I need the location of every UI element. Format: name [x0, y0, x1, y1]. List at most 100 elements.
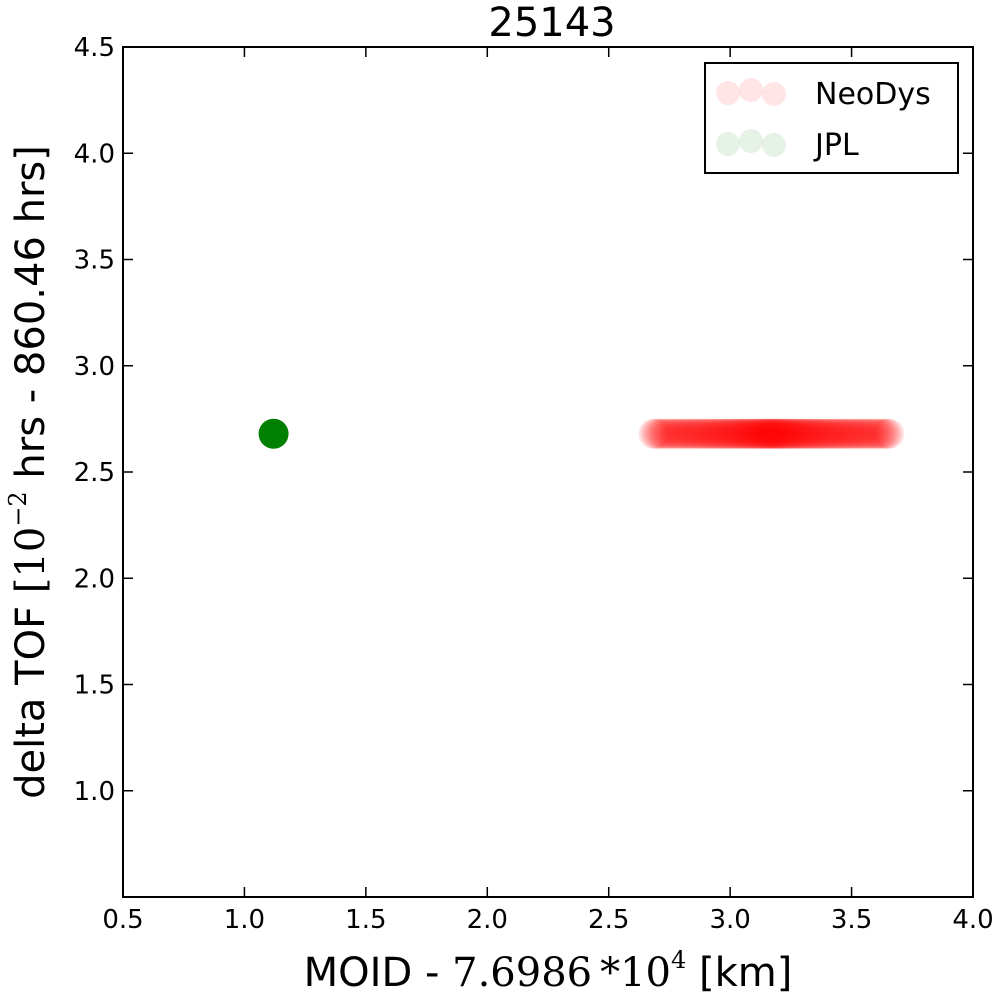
neodys-point — [776, 418, 807, 449]
x-tick-label: 4.0 — [952, 905, 993, 935]
neodys-point — [787, 418, 818, 449]
neodys-point — [770, 418, 801, 449]
y-tick-label: 3.0 — [74, 352, 115, 382]
neodys-point — [827, 418, 858, 449]
neodys-point — [723, 418, 754, 449]
neodys-point — [837, 418, 868, 449]
neodys-point — [741, 418, 772, 449]
y-tick-label: 2.0 — [74, 564, 115, 594]
neodys-point — [846, 418, 877, 449]
neodys-point — [797, 418, 828, 449]
legend-frame — [704, 62, 959, 174]
neodys-point — [756, 418, 787, 449]
x-tick-label: 2.5 — [588, 905, 629, 935]
neodys-point — [744, 418, 775, 449]
x-axis-ticks: 0.5 1.0 1.5 2.0 2.5 3.0 3.5 4.0 — [102, 47, 994, 935]
neodys-point — [738, 418, 769, 449]
y-tick-label: 4.0 — [74, 139, 115, 169]
neodys-point — [746, 418, 777, 449]
neodys-point — [772, 418, 803, 449]
neodys-point — [716, 418, 747, 449]
neodys-point — [673, 418, 704, 449]
neodys-point — [841, 418, 872, 449]
neodys-point — [735, 418, 766, 449]
neodys-point — [676, 418, 707, 449]
neodys-point — [697, 418, 728, 449]
neodys-point — [843, 418, 874, 449]
neodys-point — [740, 418, 771, 449]
neodys-point — [850, 418, 881, 449]
neodys-point — [638, 418, 669, 449]
neodys-point — [646, 418, 677, 449]
legend-jpl-marker — [716, 129, 786, 157]
neodys-point — [828, 418, 859, 449]
neodys-point — [798, 418, 829, 449]
neodys-point — [806, 418, 837, 449]
legend-neodys-label: NeoDys — [815, 77, 931, 112]
neodys-point — [860, 418, 891, 449]
y-tick-label: 4.5 — [74, 33, 115, 63]
neodys-point — [852, 418, 883, 449]
neodys-point — [690, 418, 721, 449]
neodys-point — [774, 418, 805, 449]
neodys-point — [782, 418, 813, 449]
neodys-point — [780, 418, 811, 449]
neodys-point — [814, 418, 845, 449]
neodys-point — [757, 418, 788, 449]
neodys-point — [680, 418, 711, 449]
neodys-point — [705, 418, 736, 449]
neodys-point — [790, 418, 821, 449]
neodys-point — [652, 418, 683, 449]
neodys-point — [754, 418, 785, 449]
neodys-point — [728, 418, 759, 449]
neodys-point — [872, 418, 903, 449]
neodys-point — [731, 418, 762, 449]
neodys-point — [786, 418, 817, 449]
neodys-point — [809, 418, 840, 449]
neodys-point — [796, 418, 827, 449]
neodys-point — [830, 418, 861, 449]
neodys-point — [654, 418, 685, 449]
neodys-point — [666, 418, 697, 449]
neodys-point — [737, 418, 768, 449]
neodys-point — [644, 418, 675, 449]
neodys-point — [761, 418, 792, 449]
neodys-point — [706, 418, 737, 449]
neodys-point — [765, 418, 796, 449]
neodys-point — [750, 418, 781, 449]
neodys-point — [822, 418, 853, 449]
neodys-point — [818, 418, 849, 449]
y-axis-ticks: 1.0 1.5 2.0 2.5 3.0 3.5 4.0 4.5 — [74, 33, 973, 807]
neodys-point — [758, 418, 789, 449]
neodys-point — [823, 418, 854, 449]
neodys-point — [739, 418, 770, 449]
x-tick-label: 3.5 — [831, 905, 872, 935]
neodys-point — [779, 418, 810, 449]
neodys-point — [718, 418, 749, 449]
neodys-point — [775, 418, 806, 449]
legend-neodys-marker — [716, 78, 786, 106]
neodys-point — [747, 418, 778, 449]
neodys-point — [745, 418, 776, 449]
plot-frame — [122, 46, 974, 898]
neodys-point — [732, 418, 763, 449]
y-tick-label: 1.0 — [74, 777, 115, 807]
neodys-point — [730, 418, 761, 449]
neodys-point — [726, 418, 757, 449]
neodys-point — [844, 418, 875, 449]
neodys-point — [642, 418, 673, 449]
x-tick-label: 1.5 — [345, 905, 386, 935]
neodys-point — [700, 418, 731, 449]
neodys-point — [839, 418, 870, 449]
jpl-point — [258, 418, 289, 449]
neodys-point — [760, 418, 791, 449]
neodys-point — [791, 418, 822, 449]
neodys-point — [804, 418, 835, 449]
neodys-point — [820, 418, 851, 449]
neodys-point — [682, 418, 713, 449]
neodys-point — [777, 418, 808, 449]
neodys-point — [701, 418, 732, 449]
x-tick-label: 3.0 — [709, 905, 750, 935]
y-tick-label: 2.5 — [74, 458, 115, 488]
neodys-point — [764, 418, 795, 449]
